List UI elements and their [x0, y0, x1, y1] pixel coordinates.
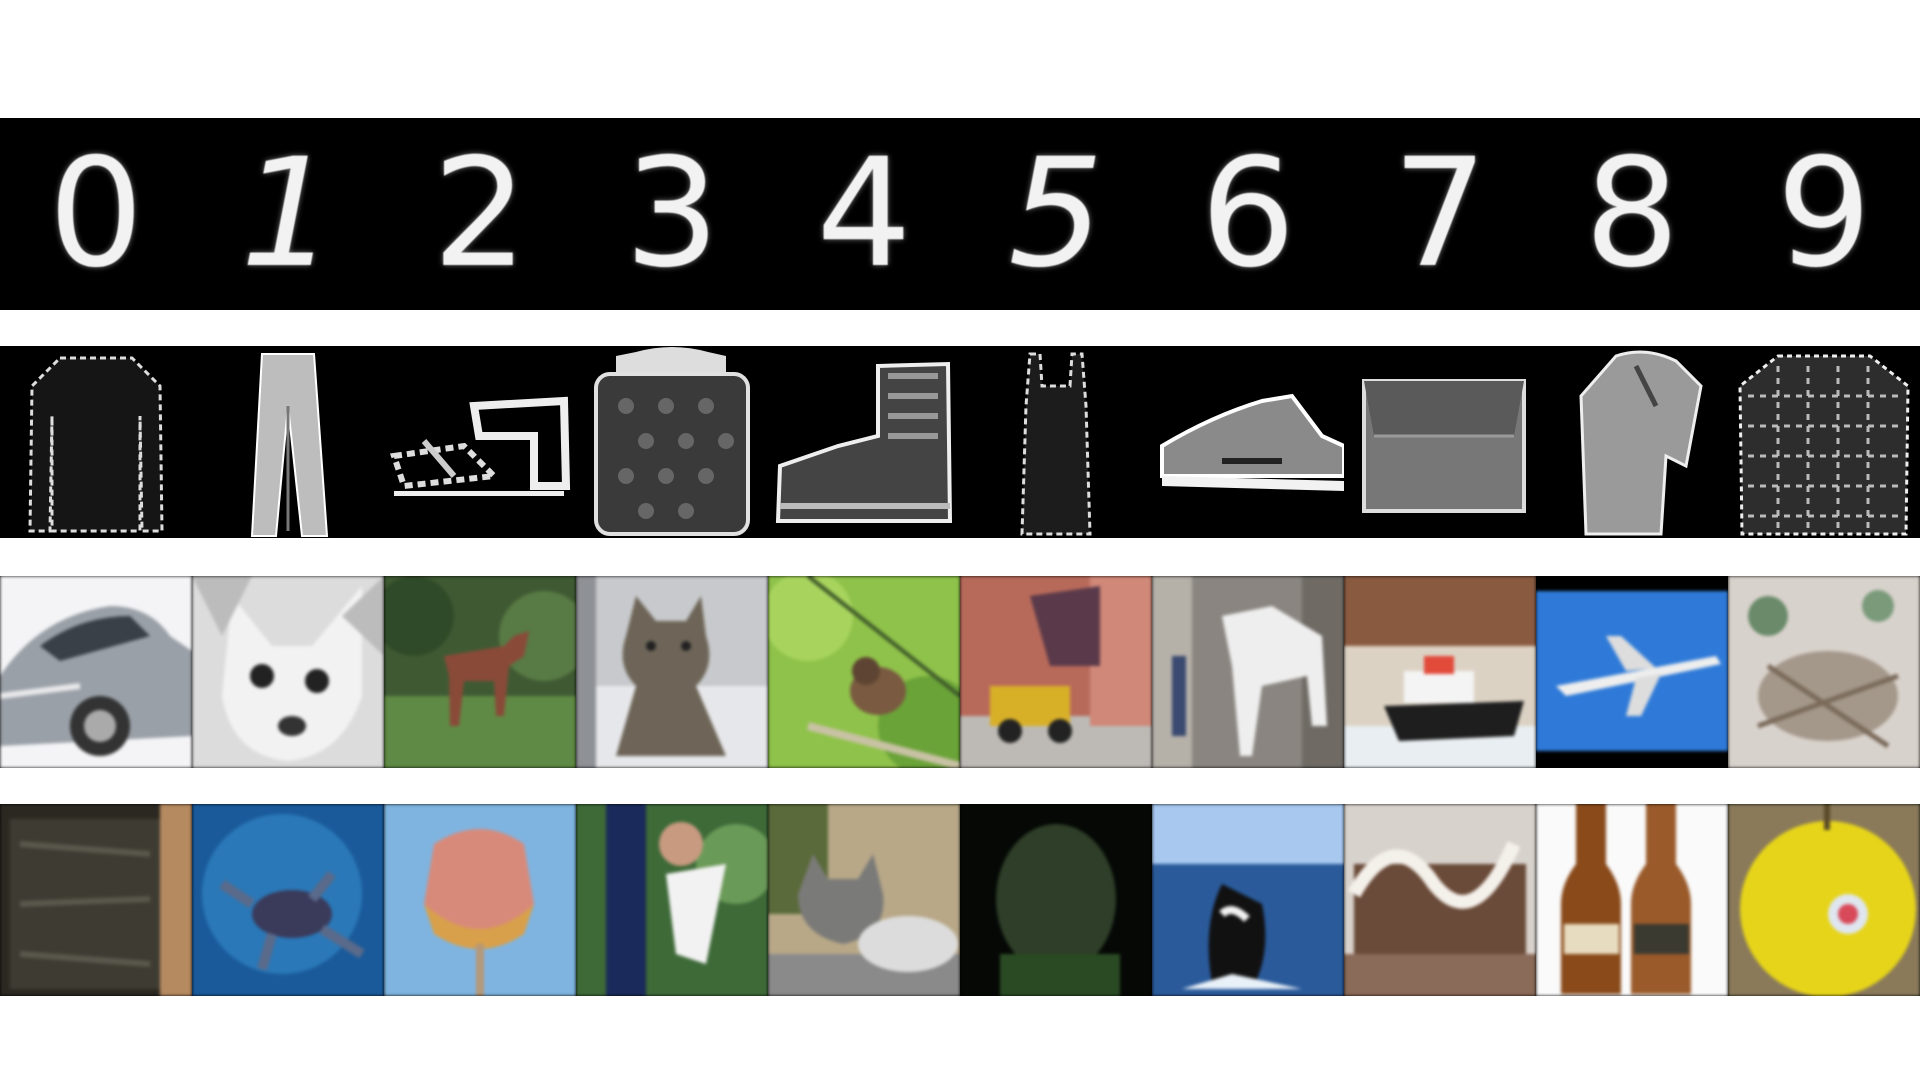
mnist-digit-cell: 6 [1152, 118, 1344, 310]
mnist-digit-cell: 9 [1728, 118, 1920, 310]
digit-9: 9 [1776, 127, 1872, 301]
digit-2: 2 [432, 127, 528, 301]
ankle-boot-icon [768, 346, 960, 538]
horse-icon [1152, 576, 1344, 768]
coat-icon [1536, 346, 1728, 538]
bottle-icon [1536, 804, 1728, 996]
ship-icon [1344, 576, 1536, 768]
apple-icon [1728, 804, 1920, 996]
mnist-digit-cell: 3 [576, 118, 768, 310]
digit-5: 5 [1008, 127, 1104, 301]
pullover-icon [0, 346, 192, 538]
mnist-digit-cell: 2 [384, 118, 576, 310]
tulip-icon [384, 804, 576, 996]
sandal-icon [384, 346, 576, 538]
wolf-icon [768, 804, 960, 996]
mnist-row: 0 1 2 3 4 5 6 7 8 9 [0, 118, 1920, 310]
trouser-icon [192, 346, 384, 538]
digit-0: 0 [48, 127, 144, 301]
digit-1: 1 [240, 127, 336, 301]
cifar100-row [0, 804, 1920, 996]
mnist-digit-cell: 4 [768, 118, 960, 310]
forest-icon [960, 804, 1152, 996]
bird-icon [768, 576, 960, 768]
digit-4: 4 [816, 127, 912, 301]
digit-7: 7 [1392, 127, 1488, 301]
truck-icon [960, 576, 1152, 768]
sweet-pepper-icon [1344, 804, 1536, 996]
mnist-digit-cell: 0 [0, 118, 192, 310]
shirt-icon [1728, 346, 1920, 538]
mnist-digit-cell: 5 [960, 118, 1152, 310]
mnist-digit-cell: 8 [1536, 118, 1728, 310]
wardrobe-icon [0, 804, 192, 996]
dog-icon [192, 576, 384, 768]
digit-3: 3 [624, 127, 720, 301]
deer-icon [384, 576, 576, 768]
airplane-icon [1536, 576, 1728, 768]
sneaker-icon [1152, 346, 1344, 538]
bag-icon [576, 346, 768, 538]
turtle-icon [192, 804, 384, 996]
woman-icon [576, 804, 768, 996]
cat-icon [576, 576, 768, 768]
mnist-digit-cell: 1 [192, 118, 384, 310]
automobile-icon [0, 576, 192, 768]
bag-icon [1344, 346, 1536, 538]
dress-icon [960, 346, 1152, 538]
frog-icon [1728, 576, 1920, 768]
mnist-digit-cell: 7 [1344, 118, 1536, 310]
digit-6: 6 [1200, 127, 1296, 301]
cifar10-row [0, 576, 1920, 768]
fashion-mnist-row [0, 346, 1920, 538]
whale-icon [1152, 804, 1344, 996]
digit-8: 8 [1584, 127, 1680, 301]
